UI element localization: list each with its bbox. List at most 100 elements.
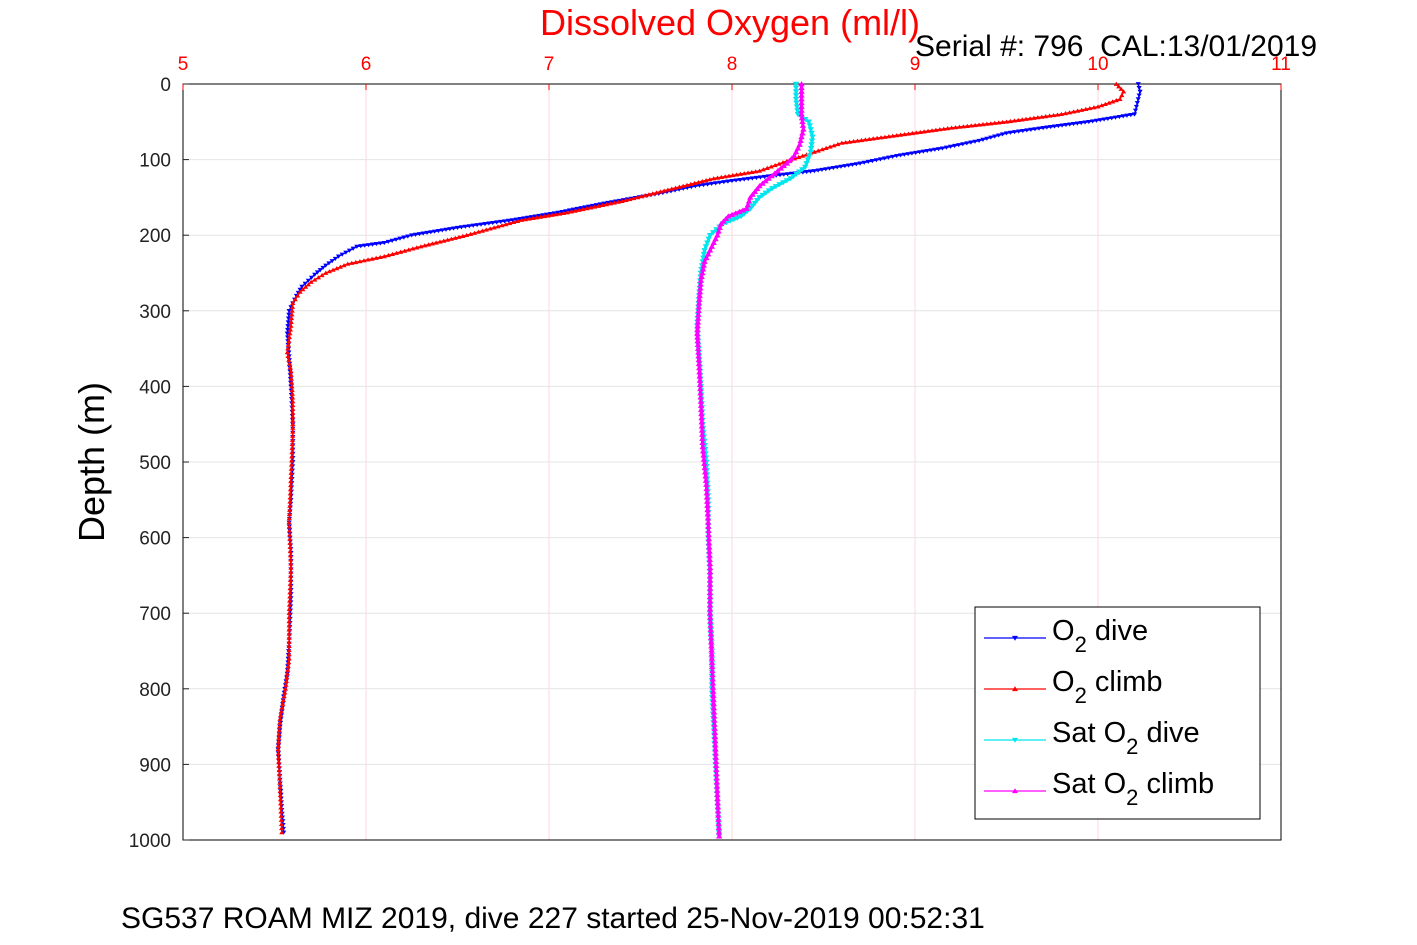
data-point [786,157,793,164]
data-point [882,134,888,139]
data-point [695,304,703,310]
data-point [373,242,380,247]
data-point [712,742,719,748]
data-point [917,129,923,134]
data-point [715,829,723,835]
data-point [401,235,407,240]
data-point [288,573,294,578]
x-tick-label: 6 [361,54,372,75]
data-point [873,158,879,163]
data-point [1109,116,1115,121]
data-point [695,179,702,185]
data-point [846,163,852,168]
data-point [952,143,958,149]
data-point [289,391,295,396]
data-point [362,243,368,248]
data-point [276,731,282,736]
data-point [588,205,594,210]
data-point [706,564,714,571]
data-point [968,140,974,145]
data-point [703,486,710,492]
data-point [286,606,292,611]
data-point [694,315,702,321]
data-point [713,787,721,793]
data-point [830,165,837,171]
data-point [286,524,292,529]
data-point [714,232,721,238]
data-point [798,84,805,91]
data-point [699,266,707,272]
data-point [699,444,706,450]
data-point [286,520,292,525]
data-point [703,498,711,504]
data-point [787,176,794,182]
data-point [712,762,720,769]
data-point [712,746,719,752]
data-point [925,128,931,133]
data-point [707,626,714,632]
data-point [326,261,332,266]
data-point [509,218,515,223]
data-point [1062,111,1069,116]
data-point [811,169,817,174]
data-point [744,202,752,208]
data-point [699,439,706,445]
data-point [694,345,702,351]
data-point [282,686,289,691]
data-point [708,647,715,653]
data-point [501,219,508,224]
data-point [726,218,734,224]
data-point [627,196,633,202]
data-point [943,145,950,150]
data-point [808,130,815,137]
data-point [278,817,284,822]
data-point [756,168,763,173]
data-point [699,431,706,437]
data-point [490,220,496,226]
data-point [702,244,710,250]
data-point [661,188,667,193]
data-point [288,557,294,562]
legend-marker [1012,635,1018,641]
data-point [287,540,293,545]
data-point [781,172,787,177]
data-point [285,320,291,325]
data-point [857,161,863,166]
data-point [870,136,876,141]
data-point [716,224,723,230]
data-point [710,239,717,245]
data-point [329,259,335,264]
data-point [713,771,720,777]
data-point [792,81,800,87]
data-point [521,216,527,221]
data-point [288,462,295,467]
data-point [843,140,849,145]
data-point [486,221,492,226]
data-point [714,175,721,180]
data-point [703,178,709,183]
data-point [487,226,493,231]
data-point [703,490,710,496]
data-point [1020,128,1026,134]
data-point [305,278,311,283]
data-point [798,92,805,98]
data-point [287,331,293,336]
legend-label-main: Sat O [1052,768,1126,800]
legend-label-rest: dive [1138,717,1199,749]
data-point [751,188,759,194]
data-point [936,147,942,152]
data-point [785,172,791,177]
data-point [277,716,283,721]
data-point [479,228,485,233]
data-point [288,474,294,479]
data-point [284,671,290,676]
data-point [289,450,295,455]
data-point [877,157,884,162]
data-point [743,205,750,211]
data-point [451,226,457,231]
data-point [513,217,519,222]
data-point [796,141,803,147]
data-point [365,257,371,262]
data-point [607,201,614,206]
data-point [414,245,420,250]
